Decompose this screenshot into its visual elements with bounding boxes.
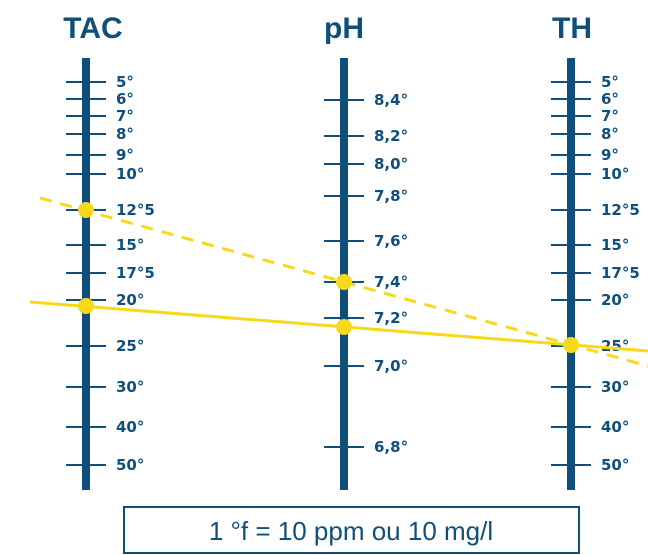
th-tick-label: 6° (601, 90, 619, 108)
tac-tick-label: 5° (116, 73, 134, 91)
th-tick-label: 15° (601, 236, 629, 254)
th-tick-label: 8° (601, 125, 619, 143)
tac-title: TAC (63, 12, 122, 45)
ph-tick-label: 7,0° (374, 357, 408, 375)
th-tick-label: 10° (601, 165, 629, 183)
th-tick-label: 40° (601, 418, 629, 436)
ph-tick-label: 8,2° (374, 127, 408, 145)
th-title: TH (552, 12, 592, 45)
th-tick-label: 7° (601, 107, 619, 125)
tac-tick-label: 25° (116, 337, 144, 355)
tac-dot-12-5 (78, 202, 94, 218)
tac-dot-20 (78, 298, 94, 314)
ph-tick-label: 7,8° (374, 187, 408, 205)
ph-dot-7-2 (336, 319, 352, 335)
unit-note-text: 1 °f = 10 ppm ou 10 mg/l (209, 516, 493, 546)
ph-title: pH (324, 12, 364, 45)
tac-tick-label: 10° (116, 165, 144, 183)
tac-tick-label: 8° (116, 125, 134, 143)
ph-tick-label: 7,2° (374, 309, 408, 327)
tac-tick-label: 30° (116, 378, 144, 396)
th-dot-25 (563, 337, 579, 353)
th-tick-label: 12°5 (601, 201, 640, 219)
tac-tick-label: 50° (116, 456, 144, 474)
tac-tick-label: 12°5 (116, 201, 155, 219)
ph-tick-label: 8,4° (374, 91, 408, 109)
ph-tick-label: 6,8° (374, 438, 408, 456)
tac-tick-label: 17°5 (116, 264, 155, 282)
th-tick-label: 25° (601, 337, 629, 355)
tac-tick-label: 20° (116, 291, 144, 309)
th-tick-label: 30° (601, 378, 629, 396)
tac-tick-label: 7° (116, 107, 134, 125)
th-tick-label: 20° (601, 291, 629, 309)
th-tick-label: 9° (601, 146, 619, 164)
ph-tick-label: 7,6° (374, 232, 408, 250)
th-ticks: 5°6°7°8° 9°10° 12°5 15° 17°5 20° 25° 30° 40° 50° (551, 73, 640, 474)
ph-dot-7-4 (336, 274, 352, 290)
th-tick-label: 17°5 (601, 264, 640, 282)
unit-note-box (123, 506, 580, 554)
th-tick-label: 50° (601, 456, 629, 474)
tac-tick-label: 15° (116, 236, 144, 254)
tac-ticks: 5°6°7°8° 9°10° 12°5 15° 17°5 20° 25° 30° 40° 50° (66, 73, 155, 474)
tac-tick-label: 9° (116, 146, 134, 164)
ph-ticks: 8,4° 8,2° 8,0° 7,8° 7,6° 7,4° 7,2° 7,0° 6,8° (324, 91, 408, 456)
tac-tick-label: 40° (116, 418, 144, 436)
tac-tick-label: 6° (116, 90, 134, 108)
ph-tick-label: 7,4° (374, 273, 408, 291)
ph-tick-label: 8,0° (374, 155, 408, 173)
th-tick-label: 5° (601, 73, 619, 91)
